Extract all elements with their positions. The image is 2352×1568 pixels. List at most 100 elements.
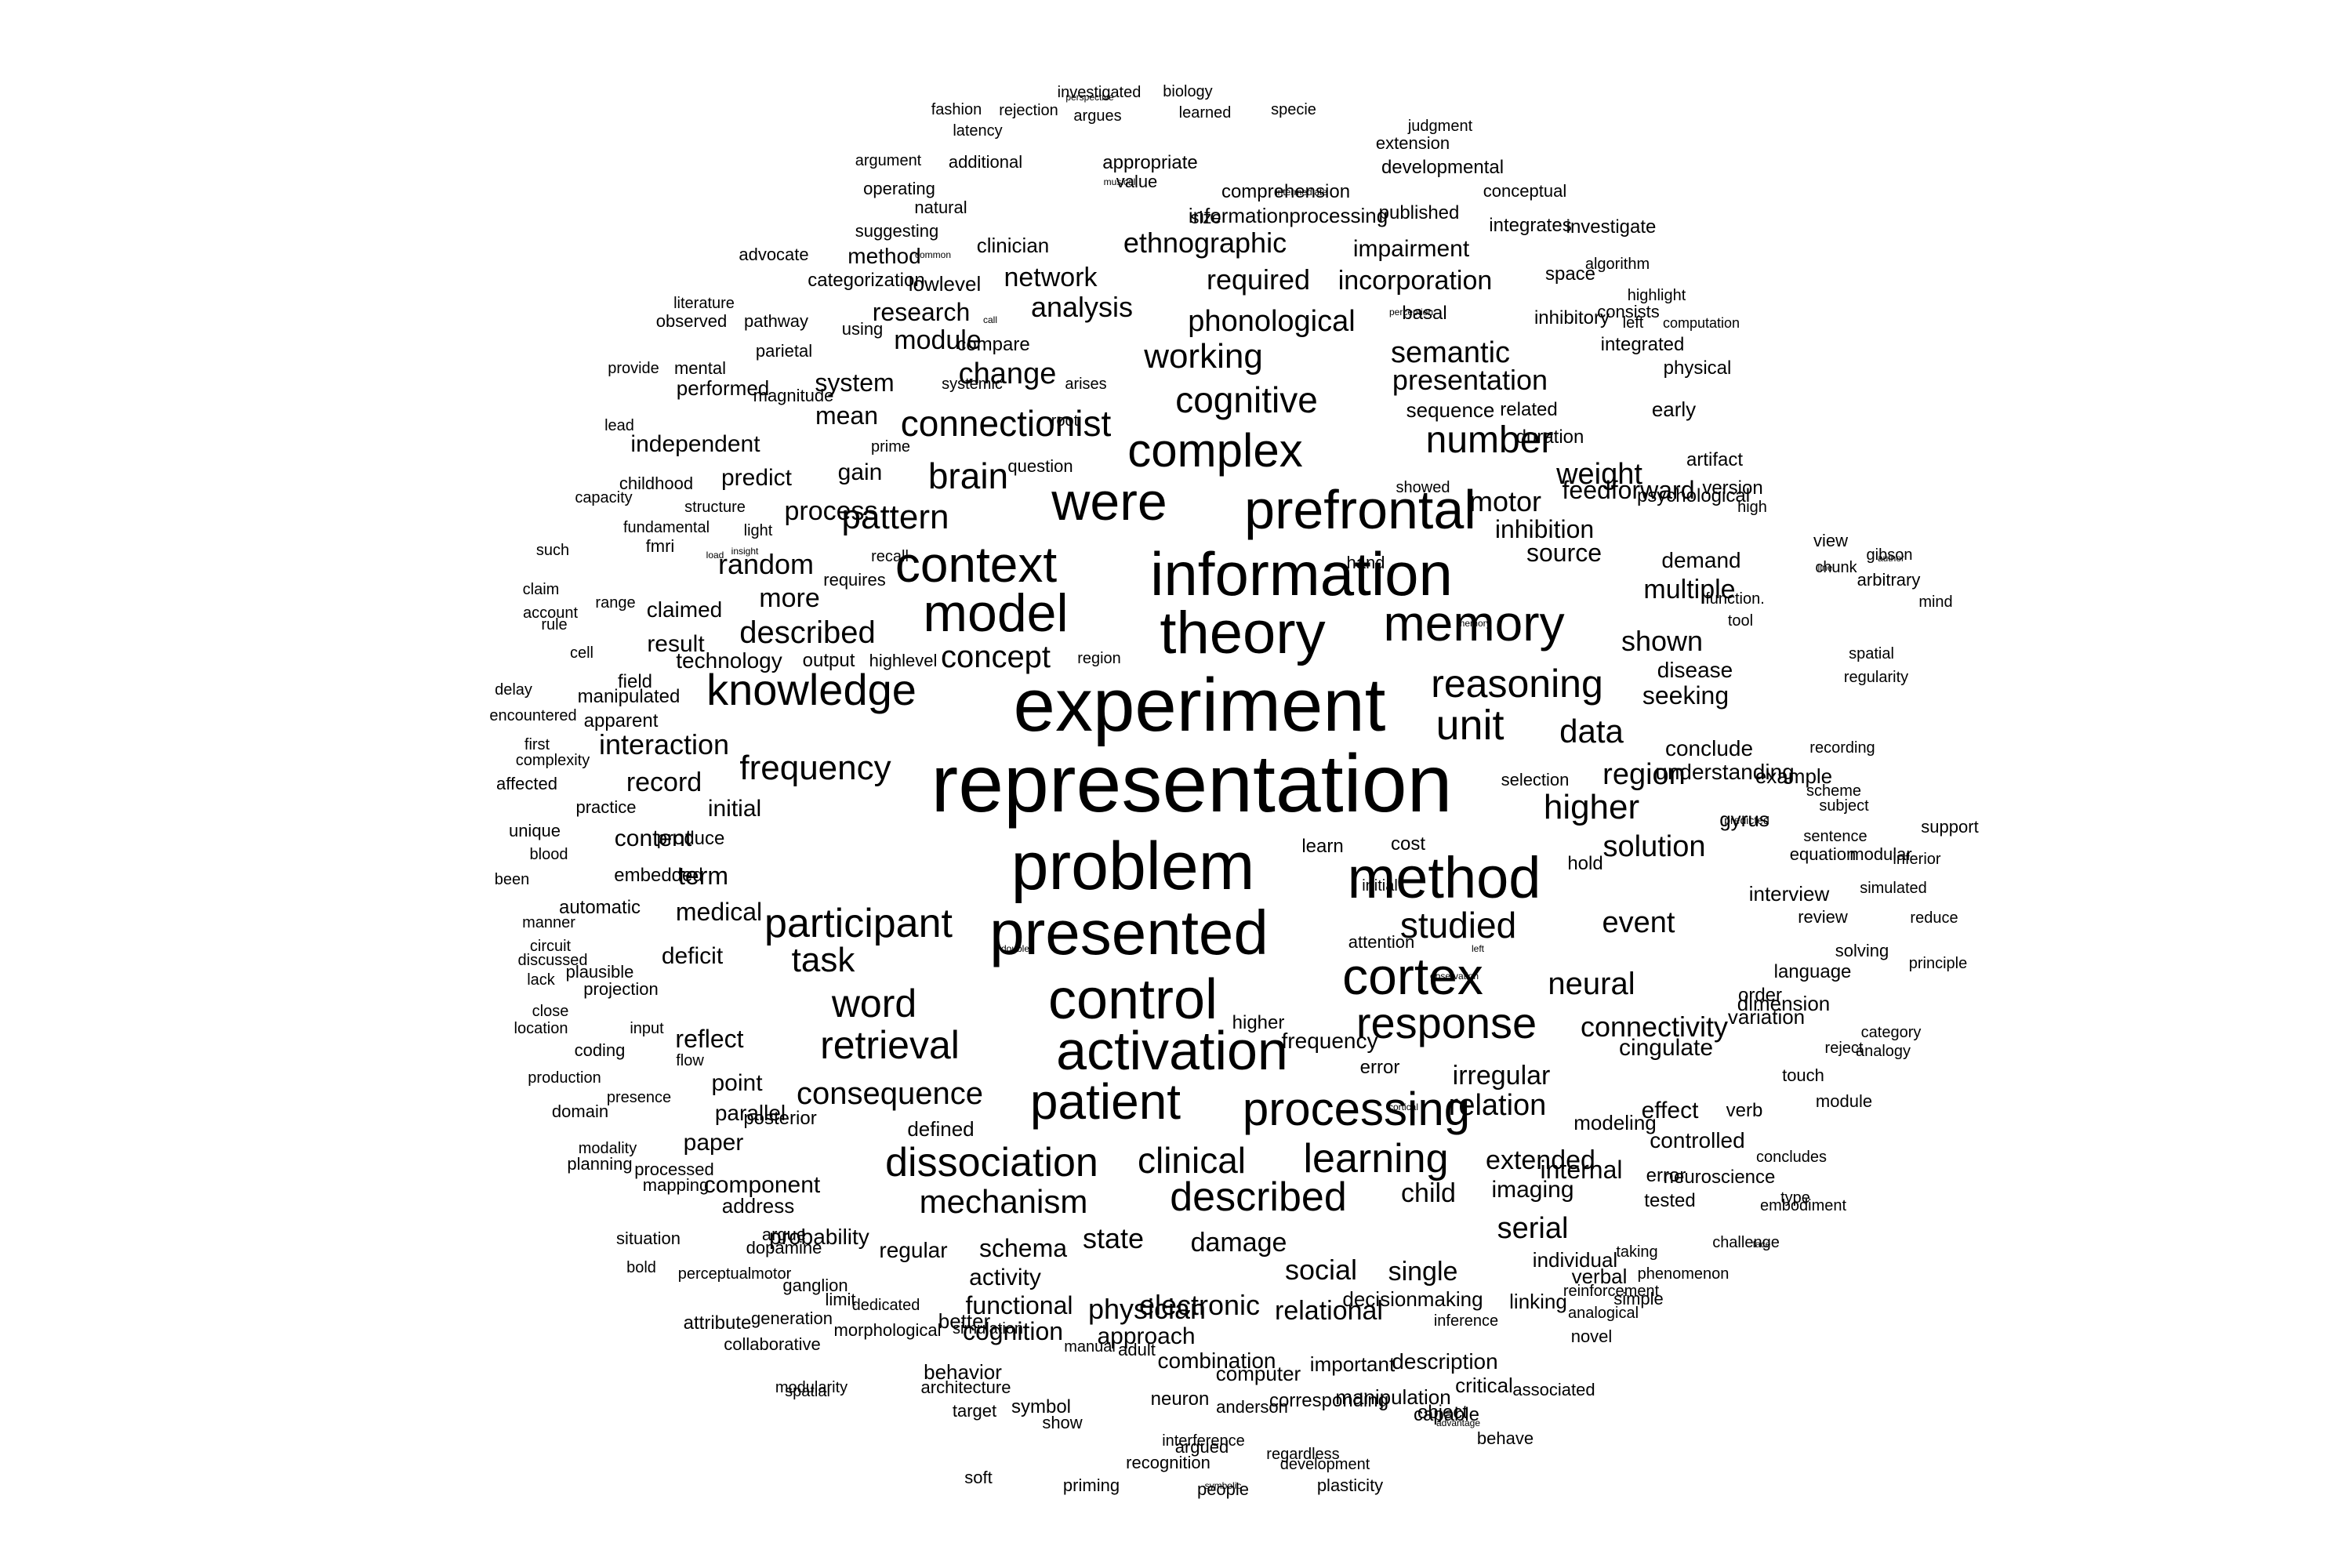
word-phonological: phonological — [1188, 305, 1356, 338]
word-childhood: childhood — [619, 474, 694, 493]
word-paper: paper — [683, 1130, 744, 1156]
word-phenomenon: phenomenon — [1637, 1265, 1730, 1283]
word-functional: functional — [965, 1291, 1073, 1319]
word-circuit: circuit — [529, 938, 572, 955]
word-load: load — [706, 550, 724, 561]
word-computation: computation — [1662, 315, 1740, 331]
word-single: single — [1388, 1257, 1458, 1287]
word-damage: damage — [1190, 1228, 1287, 1258]
word-principle: principle — [1908, 955, 1968, 972]
word-number: number — [1425, 419, 1554, 461]
word-described: described — [1170, 1174, 1347, 1220]
word-advocate: advocate — [739, 245, 809, 264]
word-category: category — [1860, 1024, 1922, 1041]
word-predicted: predicted — [1724, 814, 1769, 826]
word-symbolic: symbolic — [1204, 1480, 1242, 1491]
word-algorithm: algorithm — [1584, 256, 1650, 273]
word-judgment: judgment — [1407, 118, 1473, 135]
word-important: important — [1309, 1352, 1396, 1376]
word-manual: manual — [1064, 1338, 1116, 1356]
word-gibson: gibson — [1866, 546, 1913, 564]
word-required: required — [1206, 263, 1311, 296]
word-shown: shown — [1621, 625, 1704, 657]
word-order: order — [1737, 985, 1783, 1006]
word-event: event — [1602, 906, 1675, 939]
word-solving: solving — [1835, 941, 1889, 960]
word-integrated: integrated — [1600, 334, 1685, 355]
word-duration: duration — [1515, 426, 1584, 448]
word-parietal: parietal — [755, 341, 813, 361]
word-developmental: developmental — [1381, 157, 1504, 178]
word-operating: operating — [863, 179, 935, 198]
word-computer: computer — [1215, 1362, 1301, 1385]
word-integrates: integrates — [1489, 215, 1572, 236]
word-presented: presented — [989, 898, 1269, 967]
word-attention: attention — [1348, 932, 1415, 952]
word-manner: manner — [522, 914, 575, 931]
word-consequence: consequence — [797, 1076, 983, 1111]
word-output: output — [802, 650, 855, 671]
word-model: model — [923, 583, 1069, 643]
word-anderson: anderson — [1216, 1397, 1288, 1417]
word-touch: touch — [1782, 1065, 1824, 1085]
word-associated: associated — [1512, 1380, 1595, 1399]
word-activity: activity — [969, 1265, 1041, 1290]
word-information: information — [1150, 539, 1453, 608]
word-recognition: recognition — [1126, 1453, 1210, 1472]
word-unit: unit — [1436, 702, 1504, 749]
word-modularity: modularity — [775, 1379, 848, 1396]
word-intermediate: intermediate — [1275, 187, 1328, 198]
word-mean: mean — [815, 401, 879, 430]
word-independent: independent — [630, 431, 760, 457]
word-brain: brain — [927, 456, 1009, 496]
word-value: value — [1116, 172, 1158, 191]
word-cortex: cortex — [1342, 947, 1483, 1005]
word-inhibition: inhibition — [1494, 515, 1595, 543]
word-automatic: automatic — [558, 897, 641, 918]
word-systemic: systemic — [942, 376, 1003, 393]
word-projection: projection — [583, 979, 659, 999]
word-production: production — [528, 1069, 601, 1087]
word-random: random — [717, 548, 815, 580]
word-word: word — [831, 982, 917, 1025]
word-serial: serial — [1497, 1212, 1569, 1245]
word-affected: affected — [496, 774, 557, 793]
word-representation: representation — [931, 739, 1453, 829]
word-review: review — [1798, 907, 1848, 927]
word-source: source — [1526, 539, 1602, 567]
word-spatial: spatial — [785, 1383, 830, 1400]
word-memory: memory — [1457, 618, 1491, 629]
word-mapping: mapping — [642, 1175, 710, 1195]
word-mind: mind — [1918, 593, 1953, 611]
word-rule: rule — [541, 616, 568, 633]
word-been: been — [494, 871, 530, 888]
word-comprehension: comprehension — [1221, 181, 1351, 202]
word-root: root — [1051, 412, 1079, 430]
word-view: view — [1813, 531, 1849, 550]
word-simple: simple — [1613, 1289, 1664, 1308]
word-type: type — [1780, 1189, 1810, 1207]
word-concept: concept — [940, 640, 1051, 674]
word-compare: compare — [956, 334, 1030, 355]
word-schema: schema — [978, 1234, 1068, 1262]
word-sequence: sequence — [1406, 398, 1495, 422]
word-observed: observed — [655, 311, 728, 331]
word-prime: prime — [870, 438, 911, 456]
word-learn: learn — [1301, 836, 1344, 857]
word-interaction: interaction — [598, 728, 730, 760]
word-working: working — [1144, 337, 1263, 376]
word-morphological: morphological — [833, 1320, 942, 1340]
word-dopamine: dopamine — [746, 1238, 822, 1258]
word-rejection: rejection — [999, 102, 1058, 119]
word-control: control — [1047, 968, 1218, 1031]
word-research: research — [872, 298, 971, 326]
word-support: support — [1921, 817, 1979, 837]
word-arbitrary: arbitrary — [1857, 570, 1921, 590]
word-reinforcement: reinforcement — [1563, 1283, 1660, 1300]
word-system: system — [815, 368, 895, 397]
word-target: target — [952, 1401, 997, 1421]
word-clinician: clinician — [976, 234, 1050, 257]
word-behave: behave — [1476, 1428, 1534, 1448]
word-approach: approach — [1097, 1323, 1196, 1349]
